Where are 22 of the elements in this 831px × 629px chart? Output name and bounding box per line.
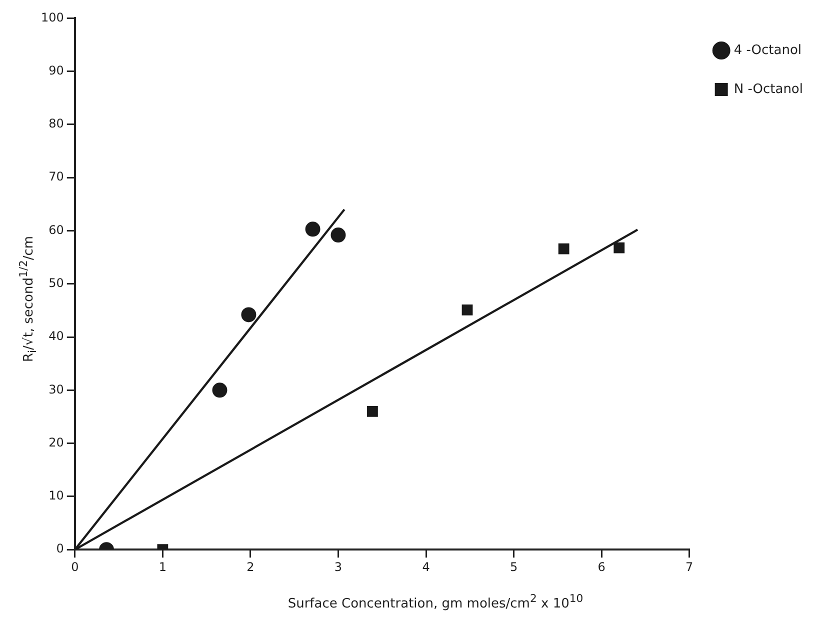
y-tick-label: 20 [48,435,64,450]
x-tick-label: 2 [246,560,254,574]
x-tick-label: 5 [510,560,518,574]
legend-label: 4 -Octanol [734,42,802,58]
legend-label: N -Octanol [734,82,804,97]
x-axis-title: Surface Concentration, gm moles/cm$^{2}$ x 10$^{10}$ [286,592,584,612]
x-tick-label: 0 [71,560,79,574]
y-tick-label: 90 [48,63,64,78]
y-tick-label: 10 [48,488,64,503]
y-tick-label: 40 [48,329,64,344]
y-tick-label: 100 [41,10,64,24]
y-tick-label: 70 [48,170,64,184]
x-tick-label: 3 [334,560,342,574]
x-tick-label: 7 [686,560,694,574]
x-tick-label: 4 [422,560,430,574]
x-tick-label: 1 [158,560,166,574]
y-tick-label: 30 [48,382,64,396]
y-tick-label: 0 [56,542,64,556]
y-tick-label: 50 [48,276,64,290]
y-tick-label: 80 [48,116,64,131]
y-tick-label: 60 [48,222,64,237]
x-tick-label: 6 [598,560,606,574]
